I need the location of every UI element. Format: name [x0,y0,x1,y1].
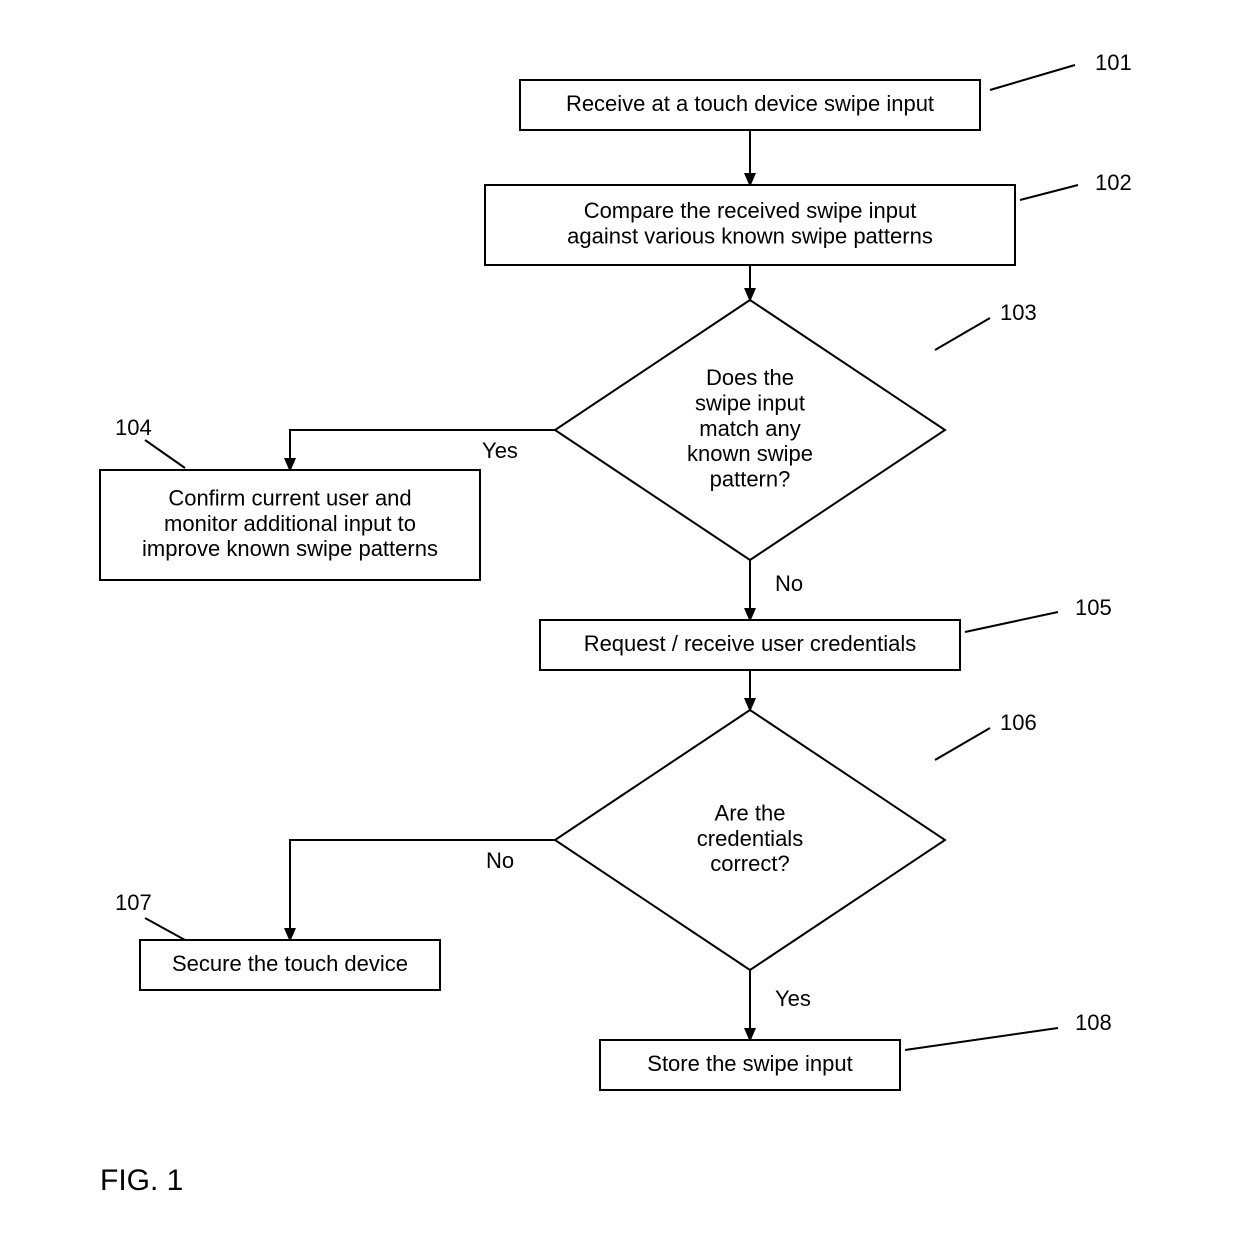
node-105: Request / receive user credentials [540,620,960,670]
node-108: Store the swipe input [600,1040,900,1090]
node-104: Confirm current user andmonitor addition… [100,470,480,580]
node-102-label-line: against various known swipe patterns [567,223,933,248]
ref-label-103: 103 [1000,300,1037,325]
leader-103 [935,318,990,350]
edge-label-e3: Yes [482,438,518,463]
node-103-label-line: Does the [706,365,794,390]
node-104-label-line: improve known swipe patterns [142,536,438,561]
leader-104 [145,440,185,468]
node-106-label-line: Are the [715,801,786,826]
node-106: Are thecredentialscorrect? [555,710,945,970]
leader-108 [905,1028,1058,1050]
leader-105 [965,612,1058,632]
node-103: Does theswipe inputmatch anyknown swipep… [555,300,945,560]
leader-102 [1020,185,1078,200]
ref-label-104: 104 [115,415,152,440]
node-105-label-line: Request / receive user credentials [584,631,917,656]
leader-101 [990,65,1075,90]
node-106-label-line: correct? [710,851,789,876]
ref-label-107: 107 [115,890,152,915]
edge-label-e4: No [775,571,803,596]
ref-label-106: 106 [1000,710,1037,735]
edge-e6 [290,840,555,940]
nodes-layer: Receive at a touch device swipe input Com… [100,80,1015,1090]
node-101-label-line: Receive at a touch device swipe input [566,91,934,116]
edge-label-e7: Yes [775,986,811,1011]
node-103-label-line: known swipe [687,441,813,466]
node-106-label-line: credentials [697,826,803,851]
ref-label-108: 108 [1075,1010,1112,1035]
node-104-label-line: monitor additional input to [164,511,416,536]
node-102: Compare the received swipe inputagainst … [485,185,1015,265]
node-107: Secure the touch device [140,940,440,990]
edge-label-e6: No [486,848,514,873]
node-101: Receive at a touch device swipe input [520,80,980,130]
ref-label-105: 105 [1075,595,1112,620]
node-108-label-line: Store the swipe input [647,1051,852,1076]
node-103-label-line: swipe input [695,391,805,416]
leader-107 [145,918,185,940]
node-107-label-line: Secure the touch device [172,951,408,976]
ref-label-102: 102 [1095,170,1132,195]
flowchart-canvas: Yes No No Yes Receive at a touch device swi… [0,0,1240,1250]
node-103-label-line: pattern? [710,466,791,491]
ref-label-101: 101 [1095,50,1132,75]
figure-label: FIG. 1 [100,1164,183,1197]
leader-106 [935,728,990,760]
node-103-label-line: match any [699,416,801,441]
node-102-label-line: Compare the received swipe input [584,198,917,223]
node-104-label-line: Confirm current user and [168,486,411,511]
